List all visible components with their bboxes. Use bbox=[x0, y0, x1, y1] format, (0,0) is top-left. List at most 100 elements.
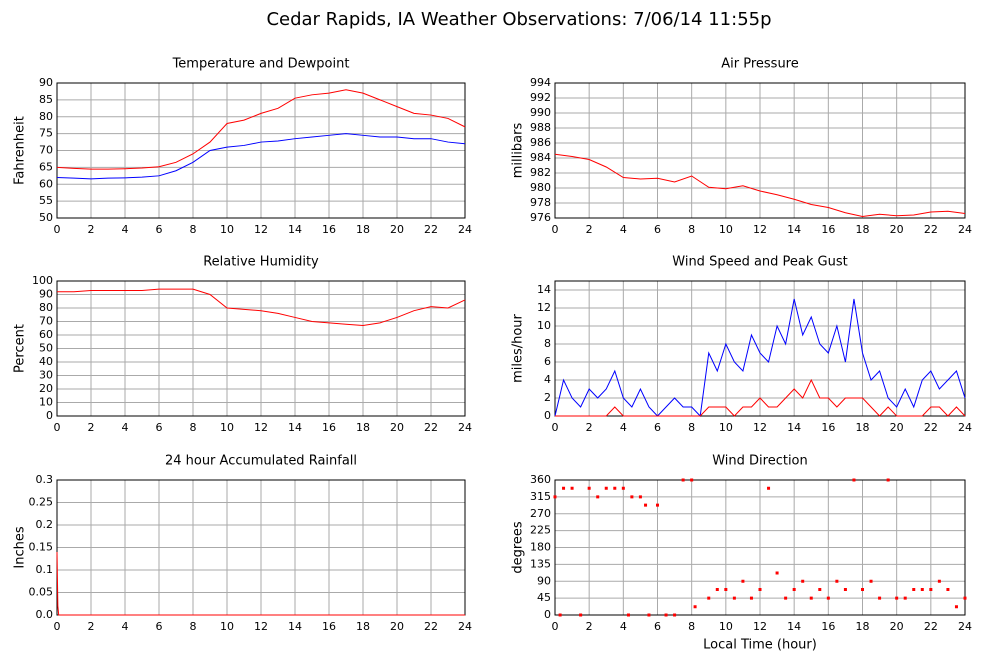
x-tick-label: 18 bbox=[356, 223, 370, 236]
data-point bbox=[579, 613, 583, 617]
data-point bbox=[767, 486, 771, 490]
data-point bbox=[861, 588, 864, 591]
data-point bbox=[792, 588, 796, 591]
data-line bbox=[56, 89, 466, 170]
data-point bbox=[912, 588, 916, 591]
y-tick-label: 270 bbox=[530, 507, 551, 520]
y-axis-label: degrees bbox=[511, 521, 526, 574]
x-tick-label: 16 bbox=[821, 620, 835, 633]
panel-title: Wind Speed and Peak Gust bbox=[672, 255, 847, 270]
x-tick-label: 20 bbox=[890, 620, 904, 633]
x-tick-label: 24 bbox=[458, 223, 472, 236]
y-tick-label: 990 bbox=[530, 106, 551, 119]
x-tick-label: 14 bbox=[787, 620, 801, 633]
x-tick-label: 10 bbox=[220, 421, 234, 434]
data-point bbox=[869, 579, 873, 583]
data-line bbox=[554, 298, 966, 418]
y-axis-label: millibars bbox=[511, 123, 526, 179]
x-tick-label: 12 bbox=[753, 223, 767, 236]
y-tick-label: 986 bbox=[530, 136, 551, 149]
data-point bbox=[626, 613, 630, 617]
y-tick-label: 0 bbox=[46, 409, 53, 422]
x-tick-label: 4 bbox=[620, 421, 627, 434]
y-tick-label: 60 bbox=[39, 177, 53, 190]
x-tick-label: 24 bbox=[958, 223, 972, 236]
plot-frame bbox=[56, 280, 466, 417]
x-tick-label: 20 bbox=[390, 620, 404, 633]
x-axis-label: Local Time (hour) bbox=[703, 638, 817, 653]
panel-title: Relative Humidity bbox=[203, 255, 319, 270]
x-tick-label: 12 bbox=[254, 620, 268, 633]
y-tick-label: 315 bbox=[530, 490, 551, 503]
y-tick-label: 980 bbox=[530, 181, 551, 194]
panel-title: Air Pressure bbox=[721, 57, 799, 72]
y-tick-label: 30 bbox=[39, 369, 53, 382]
x-tick-label: 18 bbox=[856, 620, 870, 633]
y-tick-label: 50 bbox=[39, 211, 53, 224]
y-axis-label: Percent bbox=[13, 324, 28, 373]
panel-title: 24 hour Accumulated Rainfall bbox=[165, 454, 357, 469]
plot-frame bbox=[554, 479, 966, 616]
y-axis-label: Inches bbox=[13, 526, 28, 568]
data-point bbox=[638, 495, 642, 499]
x-tick-label: 4 bbox=[620, 620, 627, 633]
x-tick-label: 6 bbox=[654, 421, 661, 434]
y-tick-label: 12 bbox=[537, 301, 551, 314]
x-tick-label: 10 bbox=[719, 620, 733, 633]
data-point bbox=[818, 588, 822, 591]
y-tick-label: 0.15 bbox=[29, 541, 54, 554]
plot-frame bbox=[554, 82, 966, 219]
x-tick-label: 10 bbox=[220, 223, 234, 236]
y-tick-label: 60 bbox=[39, 328, 53, 341]
x-tick-label: 6 bbox=[654, 620, 661, 633]
data-point bbox=[903, 596, 907, 600]
y-tick-label: 45 bbox=[537, 591, 551, 604]
y-tick-label: 55 bbox=[39, 194, 53, 207]
x-tick-label: 6 bbox=[156, 223, 163, 236]
y-tick-label: 976 bbox=[530, 211, 551, 224]
y-tick-label: 85 bbox=[39, 93, 53, 106]
data-point bbox=[878, 596, 882, 600]
x-tick-label: 12 bbox=[753, 421, 767, 434]
x-tick-label: 14 bbox=[288, 223, 302, 236]
x-tick-label: 24 bbox=[958, 620, 972, 633]
y-tick-label: 100 bbox=[32, 274, 53, 287]
data-point bbox=[693, 605, 697, 609]
y-tick-label: 2 bbox=[544, 391, 551, 404]
data-point bbox=[895, 596, 899, 600]
x-tick-label: 2 bbox=[88, 421, 95, 434]
y-tick-label: 90 bbox=[537, 574, 551, 587]
x-tick-label: 8 bbox=[190, 620, 197, 633]
x-tick-label: 20 bbox=[390, 223, 404, 236]
x-tick-label: 10 bbox=[719, 421, 733, 434]
data-point bbox=[621, 486, 625, 490]
y-tick-label: 0 bbox=[544, 409, 551, 422]
y-tick-label: 14 bbox=[537, 283, 551, 296]
data-point bbox=[920, 588, 924, 591]
x-tick-label: 18 bbox=[356, 620, 370, 633]
data-point bbox=[664, 613, 668, 617]
x-tick-label: 4 bbox=[122, 620, 129, 633]
y-tick-label: 10 bbox=[39, 396, 53, 409]
y-axis-label: Fahrenheit bbox=[13, 116, 28, 185]
y-tick-label: 80 bbox=[39, 301, 53, 314]
x-tick-label: 16 bbox=[821, 223, 835, 236]
x-tick-label: 0 bbox=[552, 620, 559, 633]
data-point bbox=[775, 571, 779, 575]
y-tick-label: 65 bbox=[39, 160, 53, 173]
data-point bbox=[558, 613, 562, 617]
data-point bbox=[852, 478, 856, 482]
y-tick-label: 4 bbox=[544, 373, 551, 386]
x-tick-label: 18 bbox=[856, 421, 870, 434]
x-tick-label: 2 bbox=[586, 620, 593, 633]
x-tick-label: 18 bbox=[856, 223, 870, 236]
data-point bbox=[613, 486, 617, 490]
y-tick-label: 20 bbox=[39, 382, 53, 395]
y-tick-label: 978 bbox=[530, 196, 551, 209]
data-point bbox=[647, 613, 651, 617]
x-tick-label: 0 bbox=[552, 223, 559, 236]
x-tick-label: 22 bbox=[424, 223, 438, 236]
data-point bbox=[673, 613, 677, 617]
data-point bbox=[843, 588, 847, 591]
